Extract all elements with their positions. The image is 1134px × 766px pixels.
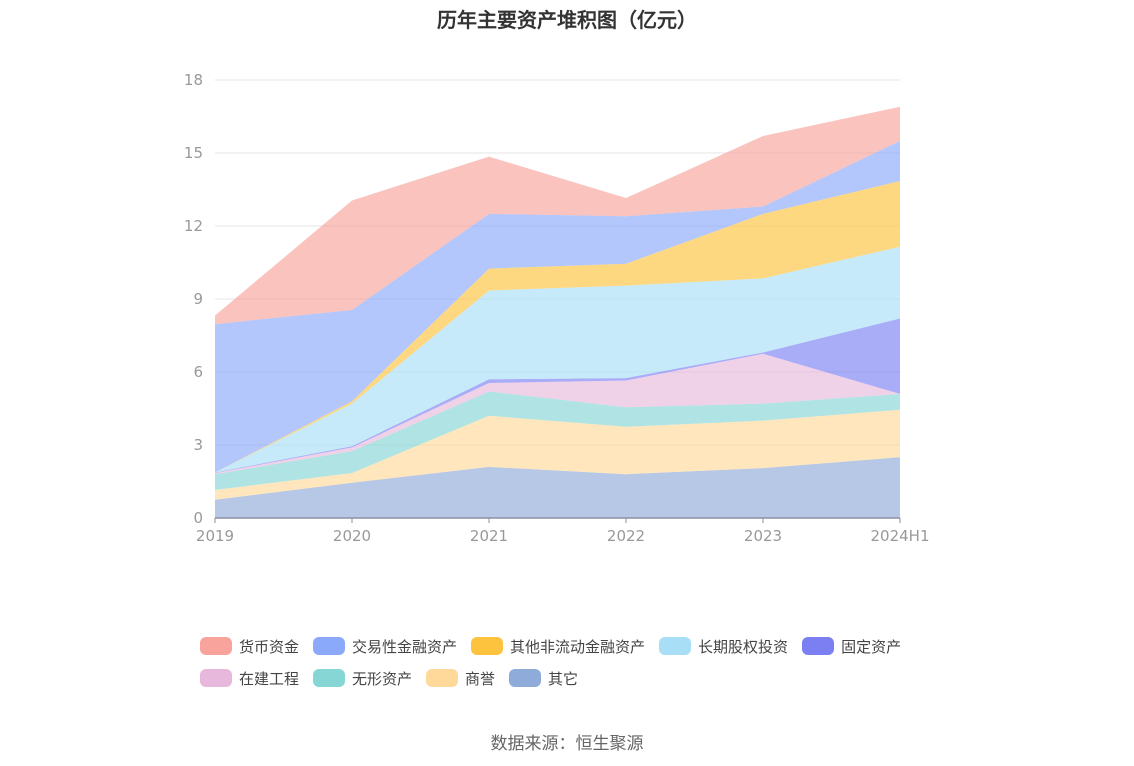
legend-label: 其他非流动金融资产: [510, 637, 646, 656]
legend-item[interactable]: 其它: [509, 668, 578, 689]
y-tick-label: 9: [193, 290, 203, 308]
series-area: [215, 180, 900, 473]
series-area: [215, 457, 900, 518]
stacked-area-chart: 0 3 6 9 12 15 18 2019 2020 2021 2022 2023 2024H1: [184, 71, 930, 545]
legend-swatch: [509, 669, 542, 687]
legend-label: 无形资产: [352, 669, 413, 688]
legend-label: 交易性金融资产: [352, 637, 458, 656]
legend-label: 货币资金: [239, 637, 300, 656]
legend-swatch: [471, 637, 504, 655]
legend-item[interactable]: 商誉: [426, 668, 495, 689]
series-area: [215, 140, 900, 473]
legend-swatch: [200, 669, 232, 687]
x-tick-label: 2022: [607, 527, 645, 545]
legend-item[interactable]: 货币资金: [200, 636, 299, 657]
legend-item[interactable]: 无形资产: [313, 668, 412, 689]
legend-label: 在建工程: [239, 669, 300, 688]
legend-item[interactable]: 在建工程: [200, 668, 299, 689]
legend-swatch: [659, 637, 692, 655]
y-tick-label: 3: [193, 436, 203, 454]
legend-label: 其它: [548, 669, 579, 688]
legend-swatch: [313, 637, 346, 655]
series-area: [215, 246, 900, 473]
legend-item[interactable]: 其他非流动金融资产: [471, 636, 645, 657]
y-tick-label: 6: [193, 363, 203, 381]
x-tick-label: 2023: [744, 527, 782, 545]
x-tick-label: 2024H1: [871, 527, 930, 545]
y-tick-label: 18: [184, 71, 203, 89]
series-area: [215, 391, 900, 491]
x-tick-label: 2021: [470, 527, 508, 545]
y-tick-label: 0: [193, 509, 203, 527]
legend-swatch: [426, 669, 459, 687]
legend-label: 长期股权投资: [698, 637, 789, 656]
legend-row: 货币资金 交易性金融资产 其他非流动金融资产 长期股权投资 固定资产: [200, 630, 960, 662]
series-area: [215, 106, 900, 325]
legend-label: 固定资产: [841, 637, 902, 656]
series-area: [215, 353, 900, 475]
legend-item[interactable]: 固定资产: [802, 636, 901, 657]
legend-item[interactable]: 交易性金融资产: [313, 636, 457, 657]
legend-row: 在建工程 无形资产 商誉 其它: [200, 662, 960, 694]
legend-item[interactable]: 长期股权投资: [659, 636, 788, 657]
legend-swatch: [313, 669, 346, 687]
x-tick-label: 2020: [333, 527, 371, 545]
series-area: [215, 409, 900, 500]
chart-title: 历年主要资产堆积图（亿元）: [437, 8, 697, 32]
data-source-note: 数据来源：恒生聚源: [490, 734, 644, 754]
y-tick-label: 15: [184, 144, 203, 162]
legend-swatch: [802, 637, 835, 655]
x-tick-label: 2019: [196, 527, 234, 545]
y-tick-label: 12: [184, 217, 203, 235]
legend-swatch: [200, 637, 232, 655]
legend-label: 商誉: [465, 669, 496, 688]
chart-legend: 货币资金 交易性金融资产 其他非流动金融资产 长期股权投资 固定资产 在建工程 无形资产 商…: [200, 630, 960, 694]
